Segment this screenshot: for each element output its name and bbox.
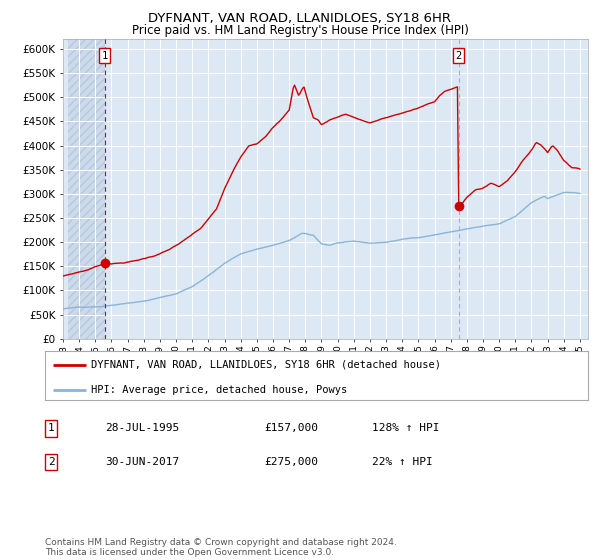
Text: 1: 1 xyxy=(101,50,107,60)
Text: DYFNANT, VAN ROAD, LLANIDLOES, SY18 6HR (detached house): DYFNANT, VAN ROAD, LLANIDLOES, SY18 6HR … xyxy=(91,360,441,370)
Text: 28-JUL-1995: 28-JUL-1995 xyxy=(105,423,179,433)
Text: 30-JUN-2017: 30-JUN-2017 xyxy=(105,457,179,467)
Text: Price paid vs. HM Land Registry's House Price Index (HPI): Price paid vs. HM Land Registry's House … xyxy=(131,24,469,37)
Text: 2: 2 xyxy=(47,457,55,467)
Text: £275,000: £275,000 xyxy=(264,457,318,467)
Text: 128% ↑ HPI: 128% ↑ HPI xyxy=(372,423,439,433)
Text: Contains HM Land Registry data © Crown copyright and database right 2024.
This d: Contains HM Land Registry data © Crown c… xyxy=(45,538,397,557)
Text: 1: 1 xyxy=(47,423,55,433)
Text: 22% ↑ HPI: 22% ↑ HPI xyxy=(372,457,433,467)
Text: HPI: Average price, detached house, Powys: HPI: Average price, detached house, Powy… xyxy=(91,385,347,395)
Text: £157,000: £157,000 xyxy=(264,423,318,433)
Text: 2: 2 xyxy=(455,50,462,60)
Text: DYFNANT, VAN ROAD, LLANIDLOES, SY18 6HR: DYFNANT, VAN ROAD, LLANIDLOES, SY18 6HR xyxy=(149,12,452,25)
